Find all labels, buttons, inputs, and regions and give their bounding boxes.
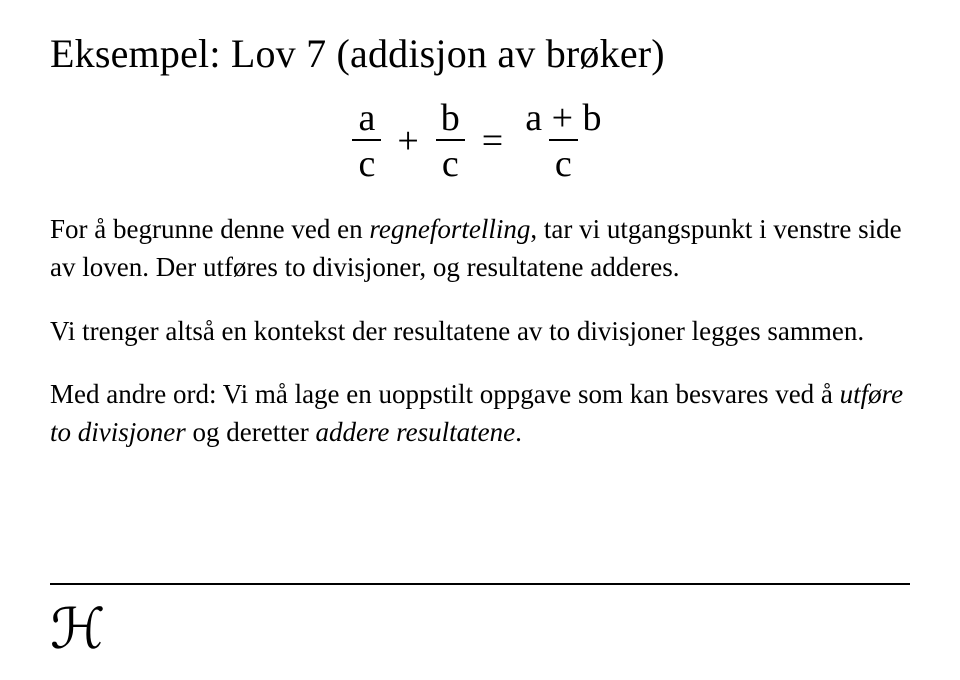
p1-part-a: For å begrunne denne ved en [50, 214, 369, 244]
body-text: For å begrunne denne ved en regnefortell… [50, 211, 910, 452]
frac2-numerator: b [435, 99, 466, 139]
fraction-1: a c [352, 99, 381, 183]
page-title: Eksempel: Lov 7 (addisjon av brøker) [50, 30, 910, 77]
equals-operator: = [480, 119, 505, 163]
fraction-2: b c [435, 99, 466, 183]
page: Eksempel: Lov 7 (addisjon av brøker) a c… [0, 0, 960, 680]
p3-part-c: og deretter [186, 417, 316, 447]
paragraph-3: Med andre ord: Vi må lage en uoppstilt o… [50, 376, 910, 452]
paragraph-1: For å begrunne denne ved en regnefortell… [50, 211, 910, 287]
equation: a c + b c = a + b c [50, 99, 910, 183]
frac3-denominator: c [549, 139, 578, 183]
fraction-3: a + b c [519, 99, 607, 183]
p3-part-e: . [515, 417, 522, 447]
frac3-numerator: a + b [519, 99, 607, 139]
p1-italic: regnefortelling [369, 214, 530, 244]
frac1-denominator: c [352, 139, 381, 183]
frac2-denominator: c [436, 139, 465, 183]
footer-logo-icon: ℋ [50, 597, 105, 662]
plus-operator: + [395, 119, 420, 163]
footer-rule [50, 583, 910, 585]
frac1-numerator: a [352, 99, 381, 139]
p3-italic-2: addere resultatene [315, 417, 515, 447]
paragraph-2: Vi trenger altså en kontekst der resulta… [50, 313, 910, 351]
p3-part-a: Med andre ord: Vi må lage en uoppstilt o… [50, 379, 840, 409]
